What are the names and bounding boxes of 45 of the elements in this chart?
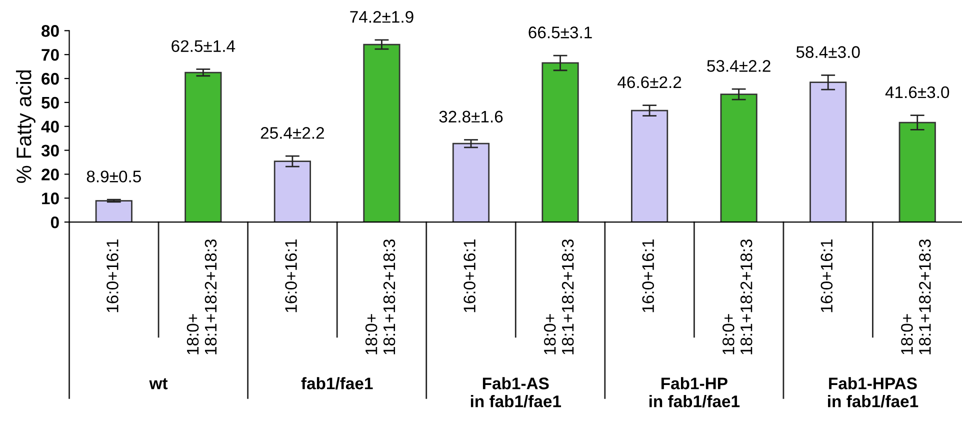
data-label: 62.5±1.4	[172, 40, 236, 52]
data-label: 66.5±3.1	[528, 26, 592, 38]
y-tick-label: 80	[42, 25, 59, 37]
bar	[363, 44, 400, 222]
bar	[184, 72, 222, 222]
x-tick-label: 16:0+16:1	[106, 240, 118, 312]
bar	[542, 62, 579, 222]
x-tick-label: 18:0+ 18:1+18:2+18:3	[544, 239, 574, 354]
x-tick-label: 16:0+16:1	[285, 240, 297, 312]
y-tick-label: 70	[42, 48, 59, 61]
text: Fab1-HPAS in fab1/fae1	[828, 377, 918, 408]
bar	[274, 160, 311, 222]
data-label: 8.9±0.5	[86, 170, 141, 182]
data-label: 74.2±1.9	[350, 11, 414, 23]
bar	[452, 142, 490, 222]
x-tick-label: 18:0+ 18:1+18:2+18:3	[722, 239, 752, 354]
y-tick-label: 0	[50, 216, 59, 228]
y-tick-label: 50	[42, 96, 59, 109]
data-label: 53.4±2.2	[707, 60, 770, 72]
bar	[720, 94, 758, 222]
data-label: 25.4±2.2	[260, 127, 324, 139]
x-tick-label: 18:0+ 18:1+18:2+18:3	[186, 239, 217, 354]
text: Fab1-HP in fab1/fae1	[650, 377, 740, 408]
bar	[898, 122, 936, 222]
bar	[95, 200, 132, 222]
data-label: 41.6±3.0	[885, 86, 950, 98]
data-label: 32.8±1.6	[439, 110, 503, 123]
x-tick-label: 18:0+ 18:1+18:2+18:3	[365, 239, 396, 354]
y-tick-label: 20	[42, 168, 59, 180]
text: wt	[149, 378, 168, 390]
text: fab1/fae1	[301, 377, 373, 390]
x-tick-label: 18:0+ 18:1+18:2+18:3	[901, 239, 931, 354]
text: Fab1-AS in fab1/fae1	[470, 377, 562, 408]
bar	[810, 82, 847, 222]
y-tick-label: 60	[42, 72, 59, 85]
y-axis-title: % Fatty acid	[16, 70, 36, 183]
data-label: 58.4±3.0	[796, 46, 860, 58]
y-tick-label: 30	[41, 144, 59, 157]
bar	[630, 110, 668, 222]
x-tick-label: 16:0+16:1	[820, 240, 833, 312]
data-label: 46.6±2.2	[618, 76, 682, 88]
y-tick-label: 40	[41, 120, 59, 133]
x-tick-label: 16:0+16:1	[642, 240, 654, 312]
y-tick-label: 10	[42, 192, 59, 204]
x-tick-label: 16:0+16:1	[464, 240, 476, 312]
